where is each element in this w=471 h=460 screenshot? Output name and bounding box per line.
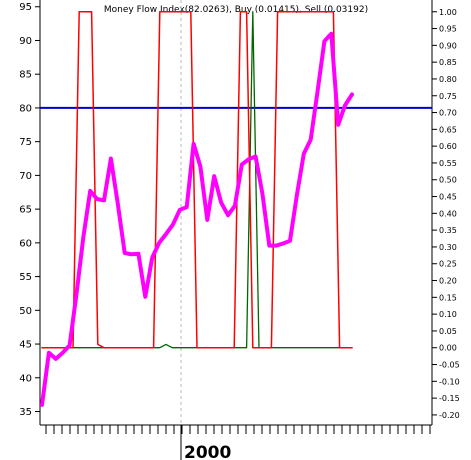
right-axis-tick-label: 0.25 <box>439 260 457 269</box>
right-axis-tick-label: 0.90 <box>439 41 457 50</box>
right-axis-tick-label: 0.70 <box>439 109 457 118</box>
right-axis-tick-label: 0.30 <box>439 243 457 252</box>
right-axis-tick-label: 0.60 <box>439 142 457 151</box>
right-axis-tick-label: 0.45 <box>439 193 457 202</box>
right-axis-tick-label: 0.00 <box>439 344 457 353</box>
left-axis-tick-label: 40 <box>19 373 32 384</box>
right-axis-tick-label: -0.05 <box>439 361 460 370</box>
right-axis-tick-label: -0.15 <box>439 394 460 403</box>
left-axis-tick-label: 60 <box>19 238 32 249</box>
left-axis-tick-label: 50 <box>19 306 32 317</box>
right-axis-tick-label: 0.65 <box>439 125 457 134</box>
right-axis-tick-label: 0.35 <box>439 226 457 235</box>
right-axis-tick-label: -0.20 <box>439 411 460 420</box>
left-axis-tick-label: 35 <box>19 407 32 418</box>
right-axis-tick-label: 0.40 <box>439 209 457 218</box>
x-axis-year-label: 2000 <box>184 443 231 460</box>
right-axis-tick-label: 0.95 <box>439 25 457 34</box>
left-axis-tick-label: 75 <box>19 137 32 148</box>
left-axis-tick-label: 65 <box>19 205 32 216</box>
right-axis-tick-label: 0.85 <box>439 58 457 67</box>
right-axis-tick-label: 0.50 <box>439 176 457 185</box>
mfi-series-line <box>40 31 354 407</box>
left-axis-tick-label: 95 <box>19 2 32 13</box>
right-axis-tick-label: 0.10 <box>439 310 457 319</box>
left-axis-tick-label: 55 <box>19 272 32 283</box>
right-axis-tick-label: 1.00 <box>439 8 457 17</box>
left-axis-tick-label: 80 <box>19 103 32 114</box>
left-axis-tick-label: 45 <box>19 340 32 351</box>
chart-title: Money Flow Index(82.0263), Buy (0.01415)… <box>104 5 368 15</box>
right-axis-tick-label: -0.10 <box>439 377 460 386</box>
right-axis-tick-label: 0.15 <box>439 293 457 302</box>
right-axis-tick-label: 0.20 <box>439 277 457 286</box>
buy-signal-line <box>41 11 353 349</box>
right-axis-tick-label: 0.55 <box>439 159 457 168</box>
right-axis-tick-label: 0.75 <box>439 92 457 101</box>
left-axis-tick-label: 90 <box>19 36 32 47</box>
left-axis-tick-label: 85 <box>19 70 32 81</box>
right-axis-tick-label: 0.05 <box>439 327 457 336</box>
right-axis-tick-label: 0.80 <box>439 75 457 84</box>
left-axis-tick-label: 70 <box>19 171 32 182</box>
